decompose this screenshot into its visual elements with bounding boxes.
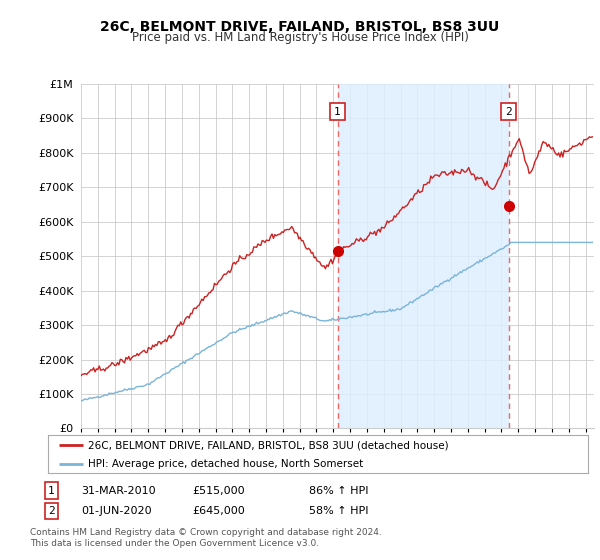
Text: HPI: Average price, detached house, North Somerset: HPI: Average price, detached house, Nort… <box>89 459 364 469</box>
Text: Contains HM Land Registry data © Crown copyright and database right 2024.
This d: Contains HM Land Registry data © Crown c… <box>30 528 382 548</box>
Text: 1: 1 <box>334 106 341 116</box>
Text: 58% ↑ HPI: 58% ↑ HPI <box>309 506 368 516</box>
Text: 86% ↑ HPI: 86% ↑ HPI <box>309 486 368 496</box>
Text: 26C, BELMONT DRIVE, FAILAND, BRISTOL, BS8 3UU (detached house): 26C, BELMONT DRIVE, FAILAND, BRISTOL, BS… <box>89 440 449 450</box>
Text: £515,000: £515,000 <box>192 486 245 496</box>
Bar <box>337 84 509 428</box>
Text: 1: 1 <box>48 486 55 496</box>
Text: 01-JUN-2020: 01-JUN-2020 <box>81 506 152 516</box>
Text: 2: 2 <box>48 506 55 516</box>
Text: £645,000: £645,000 <box>192 506 245 516</box>
Text: Price paid vs. HM Land Registry's House Price Index (HPI): Price paid vs. HM Land Registry's House … <box>131 31 469 44</box>
Text: 2: 2 <box>505 106 512 116</box>
Text: 26C, BELMONT DRIVE, FAILAND, BRISTOL, BS8 3UU: 26C, BELMONT DRIVE, FAILAND, BRISTOL, BS… <box>100 20 500 34</box>
Text: 31-MAR-2010: 31-MAR-2010 <box>81 486 155 496</box>
